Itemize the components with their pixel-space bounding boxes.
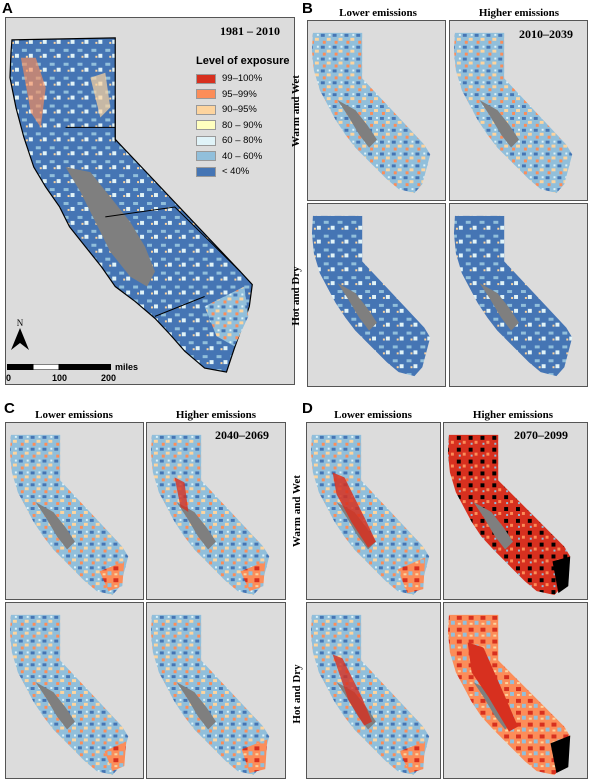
panel-c-col-higher: Higher emissions <box>175 409 257 421</box>
california-map <box>453 215 573 377</box>
legend-item: 80 – 90% <box>196 118 290 134</box>
panel-b-col-lower: Lower emissions <box>339 7 417 19</box>
legend-label: < 40% <box>222 166 250 178</box>
panel-a-period: 1981 – 2010 <box>220 24 280 38</box>
north-label: N <box>16 318 24 328</box>
california-map <box>311 32 431 194</box>
legend-label: 90–95% <box>222 104 257 116</box>
panel-d-col-lower: Lower emissions <box>334 409 412 421</box>
panel-b-map-hot-higher <box>449 203 588 387</box>
panel-d-row-warm: Warm and Wet <box>291 475 303 547</box>
panel-d-map-warm-lower <box>306 422 441 600</box>
panel-c-letter: C <box>4 400 15 417</box>
panel-b-col-higher: Higher emissions <box>478 7 560 19</box>
north-arrow: N <box>10 318 30 355</box>
scale-tick-0: 0 <box>6 373 12 383</box>
legend-swatch <box>196 104 216 115</box>
panel-a-map <box>5 17 295 385</box>
panel-d-col-higher: Higher emissions <box>472 409 554 421</box>
exposure-legend: Level of exposure 99–100% 95–99% 90–95% 80 … <box>196 55 290 180</box>
legend-label: 95–99% <box>222 88 257 100</box>
panel-c-map-hot-lower <box>5 602 144 779</box>
panel-d-period: 2070–2099 <box>514 428 568 442</box>
california-map <box>447 434 571 596</box>
panel-b-map-warm-lower <box>307 20 446 201</box>
california-map <box>310 614 430 776</box>
scale-tick-200: 200 <box>101 373 117 383</box>
legend-item: 95–99% <box>196 87 290 103</box>
legend-item: 99–100% <box>196 71 290 87</box>
california-map <box>150 614 270 776</box>
panel-b-row-warm: Warm and Wet <box>290 75 302 147</box>
north-arrow-icon <box>11 328 29 350</box>
panel-d-row-hot: Hot and Dry <box>291 664 303 724</box>
legend-label: 40 – 60% <box>222 150 263 162</box>
legend-item: 90–95% <box>196 102 290 118</box>
california-map <box>453 32 573 194</box>
california-map <box>9 614 129 776</box>
california-map <box>447 614 571 776</box>
legend-title: Level of exposure <box>196 55 290 67</box>
california-map <box>9 434 129 596</box>
panel-c-period: 2040–2069 <box>215 428 269 442</box>
legend-swatch <box>196 135 216 146</box>
legend-swatch <box>196 166 216 177</box>
panel-d-map-hot-higher <box>443 602 588 779</box>
california-map <box>150 434 270 596</box>
legend-swatch <box>196 151 216 162</box>
panel-b-row-hot: Hot and Dry <box>290 266 302 326</box>
panel-c-col-lower: Lower emissions <box>35 409 113 421</box>
california-map <box>310 434 430 596</box>
panel-d-map-warm-higher <box>443 422 588 600</box>
panel-c-map-hot-higher <box>146 602 286 779</box>
california-map-baseline <box>9 37 253 373</box>
legend-swatch <box>196 89 216 100</box>
panel-d-letter: D <box>302 400 313 417</box>
legend-swatch <box>196 120 216 131</box>
legend-item: 40 – 60% <box>196 149 290 165</box>
panel-d-map-hot-lower <box>306 602 441 779</box>
legend-item: < 40% <box>196 164 290 180</box>
panel-b-map-hot-lower <box>307 203 446 387</box>
panel-c-map-warm-higher <box>146 422 286 600</box>
legend-swatch <box>196 73 216 84</box>
legend-label: 60 – 80% <box>222 135 263 147</box>
legend-label: 99–100% <box>222 73 263 85</box>
legend-label: 80 – 90% <box>222 119 263 131</box>
panel-b-period: 2010–2039 <box>519 27 573 41</box>
panel-b-map-warm-higher <box>449 20 588 201</box>
scale-bar-graphic <box>7 364 111 370</box>
panel-b-letter: B <box>302 0 313 17</box>
panel-a-letter: A <box>2 0 13 17</box>
panel-c-map-warm-lower <box>5 422 144 600</box>
scale-bar: miles 0 100 200 <box>6 362 139 385</box>
scale-unit: miles <box>115 362 139 372</box>
legend-item: 60 – 80% <box>196 133 290 149</box>
california-map <box>311 215 431 377</box>
scale-tick-100: 100 <box>52 373 68 383</box>
